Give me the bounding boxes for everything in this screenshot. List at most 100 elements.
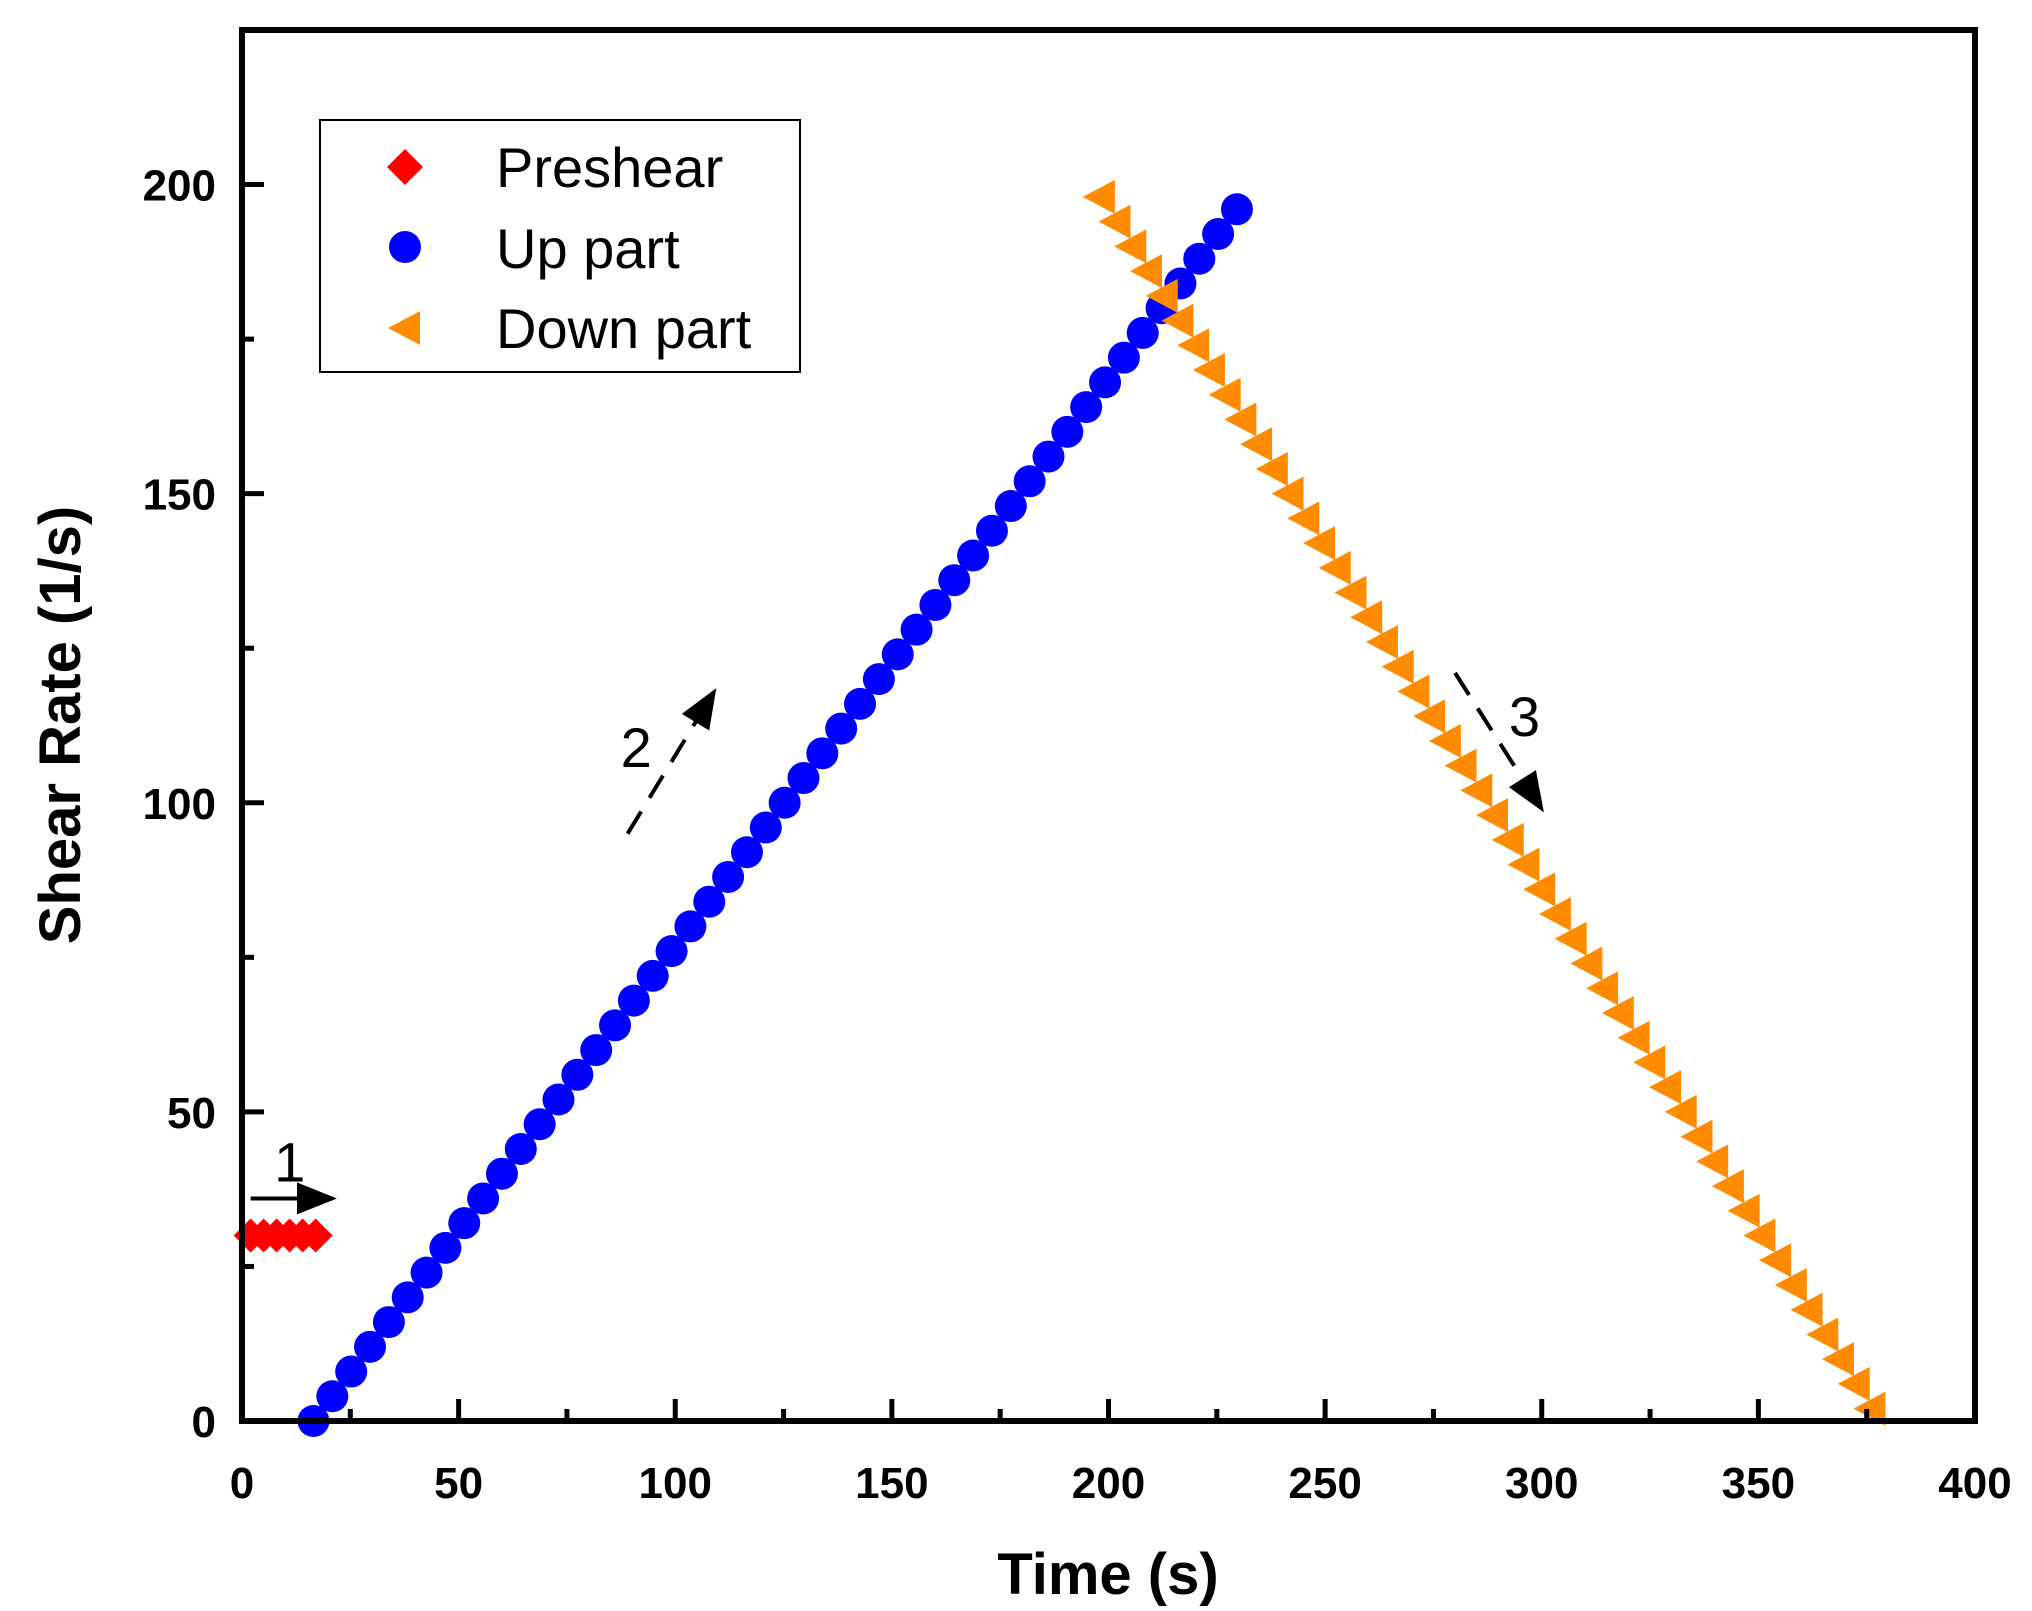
down-part-point — [1287, 501, 1320, 536]
down-part-point — [1570, 946, 1603, 981]
down-part-point — [1664, 1094, 1697, 1129]
y-tick-label: 50 — [167, 1089, 216, 1138]
down-part-point — [1082, 179, 1115, 214]
legend-preshear-label: Preshear — [496, 136, 723, 199]
down-part-point — [1098, 204, 1131, 239]
down-part-point — [1491, 822, 1524, 857]
data-markers — [233, 179, 1886, 1437]
y-axis-title: Shear Rate (1/s) — [28, 506, 93, 944]
down-part-point — [1381, 649, 1414, 684]
down-part-point — [1806, 1317, 1839, 1352]
down-part-point — [1413, 699, 1446, 734]
annotation-label: 3 — [1509, 685, 1540, 748]
up-part-point — [467, 1182, 500, 1215]
down-part-point — [1476, 798, 1509, 833]
annotation-label: 1 — [274, 1130, 305, 1193]
down-part-point — [1318, 550, 1351, 585]
up-part-point — [693, 885, 726, 918]
x-axis-title: Time (s) — [997, 1542, 1218, 1607]
down-part-point — [1711, 1169, 1744, 1204]
down-part-point — [1428, 723, 1461, 758]
down-part-point — [1177, 328, 1210, 363]
up-part-point — [1032, 440, 1065, 473]
up-part-point — [1183, 242, 1216, 275]
y-tick-label: 0 — [192, 1398, 216, 1447]
up-part-point — [994, 490, 1027, 523]
annotation-arrow — [625, 688, 717, 835]
annotation-label: 2 — [621, 716, 652, 779]
up-part-point — [938, 564, 971, 597]
x-tick-label: 200 — [1072, 1459, 1145, 1508]
up-part-point — [881, 638, 914, 671]
down-part-point — [1822, 1342, 1855, 1377]
legend-down-part-marker — [388, 311, 420, 345]
up-part-point — [561, 1058, 594, 1091]
down-part-point — [1586, 971, 1619, 1006]
up-part-point — [862, 663, 895, 696]
down-part-point — [1601, 995, 1634, 1030]
up-part-point — [523, 1108, 556, 1141]
legend-up-part-marker — [389, 231, 421, 263]
down-part-point — [1759, 1243, 1792, 1278]
up-part-point — [806, 737, 839, 770]
up-part-point — [485, 1157, 518, 1190]
preshear-point — [298, 1218, 333, 1253]
down-part-point — [1350, 600, 1383, 635]
up-part-point — [674, 910, 707, 943]
x-tick-label: 300 — [1505, 1459, 1578, 1508]
down-part-point — [1727, 1193, 1760, 1228]
up-part-point — [787, 762, 820, 795]
up-part-point — [372, 1306, 405, 1339]
down-part-point — [1161, 303, 1194, 338]
down-part-point — [1837, 1366, 1870, 1401]
up-part-point — [410, 1256, 443, 1289]
up-part-point — [391, 1281, 424, 1314]
down-part-point — [1633, 1045, 1666, 1080]
x-tick-label: 350 — [1722, 1459, 1795, 1508]
down-part-point — [1397, 674, 1430, 709]
down-part-point — [1114, 229, 1147, 264]
axes: 0 50 100 150 200 250 300 350 400 0 50 100 150 200 — [143, 162, 2012, 1508]
up-part-point — [316, 1380, 349, 1413]
down-part-point — [1649, 1070, 1682, 1105]
y-tick-label: 150 — [143, 471, 216, 520]
up-part-point — [1089, 366, 1122, 399]
legend: Preshear Up part Down part — [319, 119, 801, 373]
up-part-point — [900, 613, 933, 646]
down-part-point — [1130, 254, 1163, 289]
up-part-point — [712, 860, 745, 893]
x-tick-label: 50 — [434, 1459, 483, 1508]
down-part-point — [1743, 1218, 1776, 1253]
down-part-point — [1255, 451, 1288, 486]
down-part-point — [1334, 575, 1367, 610]
up-part-point — [1107, 341, 1140, 374]
down-part-point — [1853, 1391, 1886, 1426]
up-part-point — [354, 1330, 387, 1363]
up-part-point — [617, 984, 650, 1017]
up-part-point — [1051, 415, 1084, 448]
up-part-point — [975, 514, 1008, 547]
up-part-point — [1220, 193, 1253, 226]
down-part-point — [1538, 897, 1571, 932]
x-tick-label: 400 — [1938, 1459, 2011, 1508]
legend-down-part-label: Down part — [496, 297, 752, 360]
up-part-point — [542, 1083, 575, 1116]
down-part-point — [1774, 1267, 1807, 1302]
down-part-point — [1617, 1020, 1650, 1055]
up-part-point — [844, 687, 877, 720]
up-part-point — [335, 1355, 368, 1388]
down-part-point — [1460, 773, 1493, 808]
down-part-point — [1365, 625, 1398, 660]
up-part-point — [825, 712, 858, 745]
up-part-point — [749, 811, 782, 844]
down-part-point — [1507, 847, 1540, 882]
x-tick-label: 250 — [1288, 1459, 1361, 1508]
x-tick-label: 150 — [855, 1459, 928, 1508]
down-part-point — [1145, 278, 1178, 313]
down-part-point — [1303, 526, 1336, 561]
annotations: 1 2 3 — [250, 671, 1544, 1215]
legend-preshear-marker — [387, 149, 423, 185]
y-tick-label: 100 — [143, 780, 216, 829]
up-part-point — [655, 935, 688, 968]
